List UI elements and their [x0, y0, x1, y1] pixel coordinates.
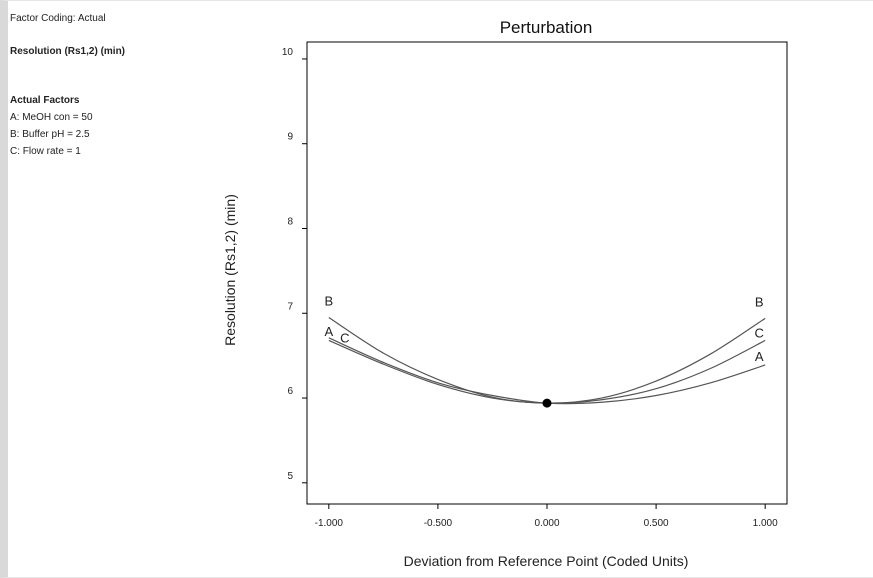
y-tick-label: 8	[287, 216, 293, 227]
x-tick-label: 1.000	[753, 518, 778, 529]
y-tick-label: 7	[287, 301, 293, 312]
actual-factors-title: Actual Factors	[10, 95, 80, 106]
response-label: Resolution (Rs1,2) (min)	[10, 46, 126, 57]
x-tick-label: -1.000	[315, 518, 344, 529]
series-line-a	[328, 337, 766, 405]
plot-area-border	[306, 41, 788, 505]
series-label-right-b: B	[755, 294, 764, 309]
y-tick-label: 10	[282, 47, 294, 58]
factor-a: A: MeOH con = 50	[10, 112, 93, 123]
x-tick-label: 0.500	[644, 518, 669, 529]
info-panel: Factor Coding: Actual Resolution (Rs1,2)…	[10, 10, 125, 160]
y-tick-label: 6	[287, 386, 293, 397]
series-label-left-a: A	[324, 324, 333, 339]
y-axis-title: Resolution (Rs1,2) (min)	[222, 194, 238, 346]
series-label-left-b: B	[324, 294, 333, 309]
y-tick-label: 5	[287, 471, 293, 482]
x-axis-title: Deviation from Reference Point (Coded Un…	[404, 553, 689, 569]
x-axis: -1.000 -0.500 0.000 0.500 1.000	[315, 504, 778, 529]
x-tick-label: 0.000	[534, 518, 559, 529]
series-group	[328, 317, 766, 408]
factor-coding-label: Factor Coding: Actual	[10, 13, 106, 24]
series-label-right-c: C	[754, 325, 763, 340]
series-line-c	[328, 339, 766, 404]
y-tick-label: 9	[287, 132, 293, 143]
reference-point	[542, 398, 552, 408]
chart-title: Perturbation	[500, 18, 593, 37]
x-tick-label: -0.500	[424, 518, 453, 529]
factor-c: C: Flow rate = 1	[10, 146, 81, 157]
series-label-right-a: A	[755, 349, 764, 364]
factor-b: B: Buffer pH = 2.5	[10, 129, 90, 140]
series-labels: AAB BC C	[324, 294, 763, 364]
series-label-left-c: C	[340, 330, 349, 345]
series-line-b	[328, 317, 766, 404]
y-axis: 5 6 7 8 9 10	[282, 47, 307, 484]
